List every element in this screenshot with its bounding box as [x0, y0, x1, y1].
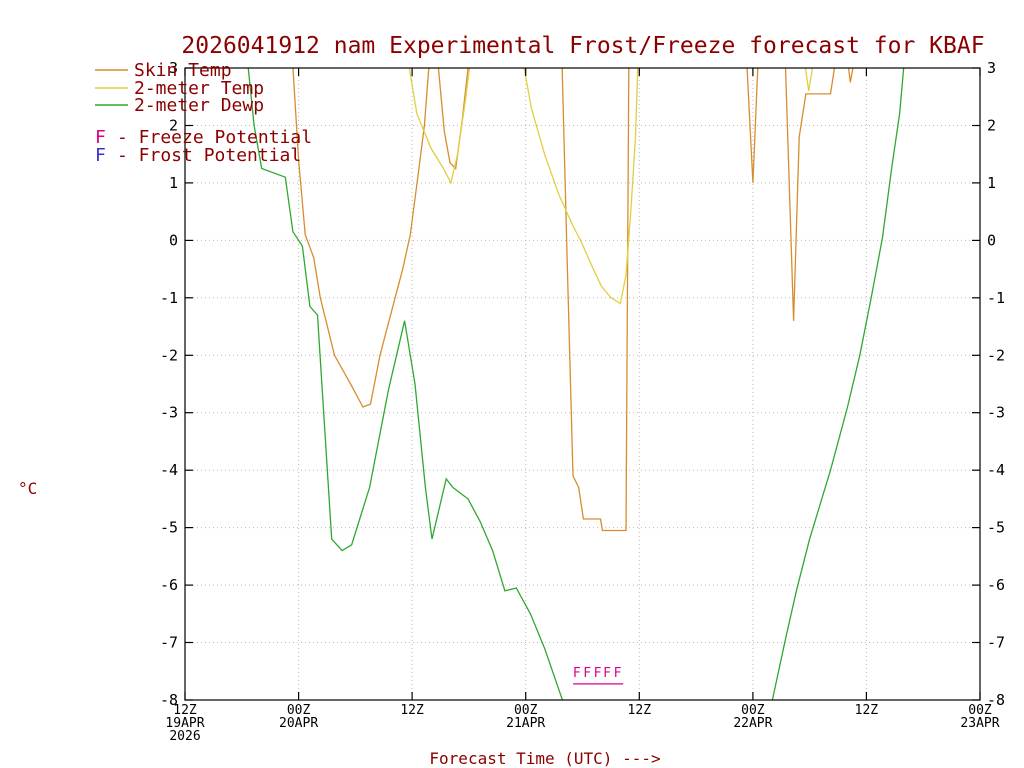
y-tick-label-left: 3: [169, 59, 178, 77]
series-line-skin-temp: [561, 68, 630, 532]
frame-layer: [184, 67, 981, 701]
y-tick-label-left: -3: [160, 404, 178, 422]
freeze-potential-marker: F: [594, 666, 602, 681]
y-tick-label-right: 0: [987, 231, 996, 249]
legend-label-freeze-potential: - Freeze Potential: [117, 127, 312, 148]
x-tick-label: 20APR: [279, 716, 318, 731]
series-line-2-meter-temp: [523, 68, 639, 305]
series-line-skin-temp: [437, 68, 469, 170]
x-tick-label: 23APR: [960, 716, 999, 731]
y-tick-label-left: -7: [160, 634, 178, 652]
y-tick-label-right: -3: [987, 404, 1005, 422]
freeze-potential-marker: F: [603, 666, 611, 681]
y-tick-label-right: 2: [987, 117, 996, 135]
plot-frame: [184, 67, 981, 701]
x-tick-label: 12Z: [855, 703, 879, 718]
y-tick-label-left: 0: [169, 231, 178, 249]
series-line-2-meter-dewp: [771, 68, 905, 700]
x-tick-label: 00Z: [287, 703, 311, 718]
x-tick-label: 21APR: [506, 716, 545, 731]
y-tick-label-right: -8: [987, 691, 1005, 709]
chart-title: 2026041912 nam Experimental Frost/Freeze…: [181, 33, 984, 59]
legend: Skin Temp 2-meter Temp 2-meter Dewp F - …: [95, 60, 312, 166]
y-tick-label-left: -8: [160, 691, 178, 709]
y-tick-label-right: 1: [987, 174, 996, 192]
legend-label-2m-dewp: 2-meter Dewp: [134, 95, 264, 116]
freeze-potential-marker: F: [583, 666, 591, 681]
y-tick-label-right: -4: [987, 461, 1005, 479]
series-line-skin-temp: [292, 68, 430, 408]
y-tick-label-right: -7: [987, 634, 1005, 652]
x-tick-label: 19APR: [165, 716, 204, 731]
y-tick-label-right: -6: [987, 576, 1005, 594]
legend-marker-freeze-potential: F: [95, 127, 106, 148]
x-tick-label: 12Z: [173, 703, 197, 718]
series-line-skin-temp: [784, 68, 836, 321]
y-tick-label-left: -5: [160, 519, 178, 537]
series-line-2-meter-temp: [804, 68, 814, 92]
x-tick-label: 2026: [169, 729, 200, 744]
x-tick-label: 00Z: [968, 703, 992, 718]
legend-label-skin-temp: Skin Temp: [134, 60, 232, 81]
y-tick-label-right: -2: [987, 346, 1005, 364]
legend-label-2m-temp: 2-meter Temp: [134, 78, 264, 99]
y-tick-label-right: -1: [987, 289, 1005, 307]
x-tick-label: 12Z: [628, 703, 652, 718]
x-tick-label: 00Z: [741, 703, 765, 718]
y-tick-label-left: -6: [160, 576, 178, 594]
x-axis-label: Forecast Time (UTC) --->: [429, 749, 660, 768]
series-line-skin-temp: [746, 68, 759, 183]
legend-label-frost-potential: - Frost Potential: [117, 145, 301, 166]
y-tick-label-right: -5: [987, 519, 1005, 537]
x-tick-label: 12Z: [400, 703, 424, 718]
y-tick-label-left: -4: [160, 461, 178, 479]
series-line-2-meter-dewp: [247, 68, 564, 700]
y-tick-label-left: 1: [169, 174, 178, 192]
legend-marker-frost-potential: F: [95, 145, 106, 166]
y-tick-label-left: 2: [169, 117, 178, 135]
label-layer: 3 3 2 2 1 1 0 0 -1 -1 -2 -2 -3 -3 -4 -4 -5 -5 -6 -6 -7 -7 -8 -8…: [160, 59, 1005, 744]
y-tick-label-left: -1: [160, 289, 178, 307]
series-layer: [247, 68, 905, 700]
series-line-2-meter-temp: [408, 68, 471, 185]
y-tick-label-left: -2: [160, 346, 178, 364]
y-axis-unit-label: °C: [18, 479, 37, 498]
y-tick-label-right: 3: [987, 59, 996, 77]
freeze-potential-marker: F: [614, 666, 622, 681]
x-tick-label: 00Z: [514, 703, 538, 718]
freeze-potential-marker: F: [573, 666, 581, 681]
series-line-skin-temp: [847, 68, 854, 83]
x-tick-label: 22APR: [733, 716, 772, 731]
